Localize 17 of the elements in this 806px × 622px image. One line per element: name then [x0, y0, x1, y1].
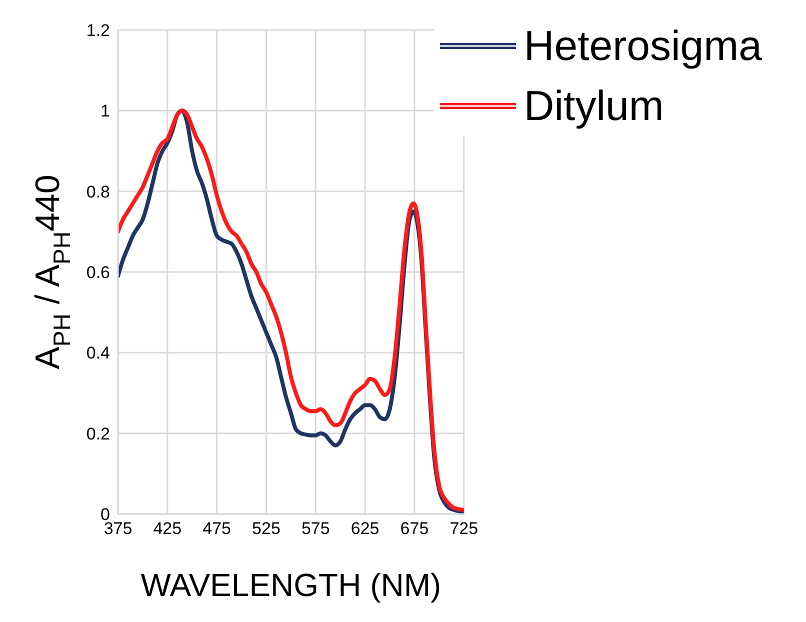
x-tick-label: 625 — [350, 519, 380, 538]
y-tick-label: 1 — [100, 102, 110, 121]
y-tick-label: 0.2 — [86, 424, 110, 444]
x-tick-label: 375 — [104, 519, 132, 538]
y-tick-label: 0.8 — [86, 182, 110, 202]
y-tick-label: 0.4 — [86, 344, 110, 363]
x-tick-label: 475 — [202, 519, 232, 538]
y-tick-label: 1.2 — [86, 21, 110, 40]
x-axis-title: WAVELENGTH (NM) — [140, 567, 442, 603]
x-tick-label: 425 — [153, 519, 182, 538]
y-tick-label: 0.6 — [86, 263, 110, 282]
x-tick-label: 675 — [400, 519, 429, 538]
x-tick-label: 575 — [301, 519, 330, 538]
legend-label: Heterosigma — [524, 21, 762, 71]
x-tick-label: 525 — [252, 519, 280, 538]
x-tick-label: 725 — [450, 519, 478, 538]
legend-label: Ditylum — [524, 81, 664, 131]
